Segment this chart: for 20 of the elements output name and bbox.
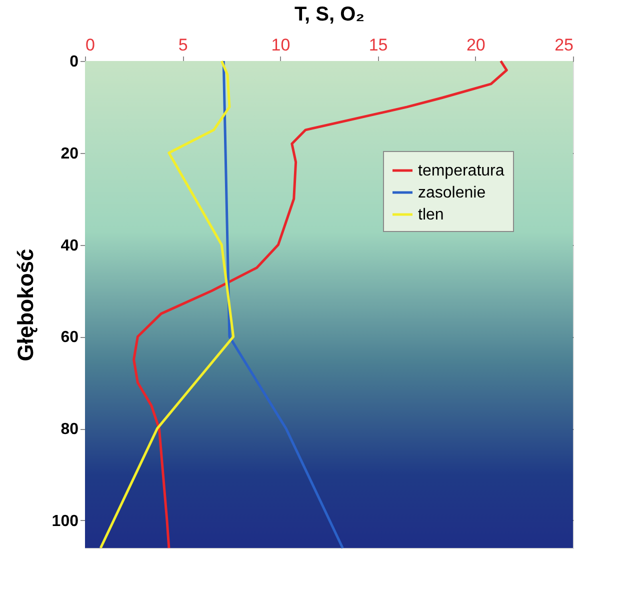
x-tick-label: 0 xyxy=(86,36,95,54)
legend-label: zasolenie xyxy=(418,184,486,202)
y-axis-title: Głębokość xyxy=(12,248,38,362)
x-axis-title: T, S, O₂ xyxy=(294,4,365,26)
x-tick-label: 10 xyxy=(271,36,290,54)
line-series xyxy=(132,60,508,550)
line-series xyxy=(222,60,344,550)
y-tick-label: 20 xyxy=(60,145,79,162)
y-tick-label: 80 xyxy=(60,421,79,438)
y-tick-label: 0 xyxy=(70,54,79,70)
y-tick-label: 100 xyxy=(52,512,79,530)
legend-label: tlen xyxy=(418,206,444,224)
x-tick-label: 20 xyxy=(466,36,486,54)
y-tick-label: 40 xyxy=(60,237,79,254)
y-tick-label: 60 xyxy=(60,329,79,346)
x-tick-label: 25 xyxy=(554,36,574,54)
x-tick-label: 15 xyxy=(368,36,388,54)
line-series xyxy=(99,60,235,550)
x-tick-label: 5 xyxy=(178,36,188,54)
legend-label: temperatura xyxy=(418,162,504,180)
